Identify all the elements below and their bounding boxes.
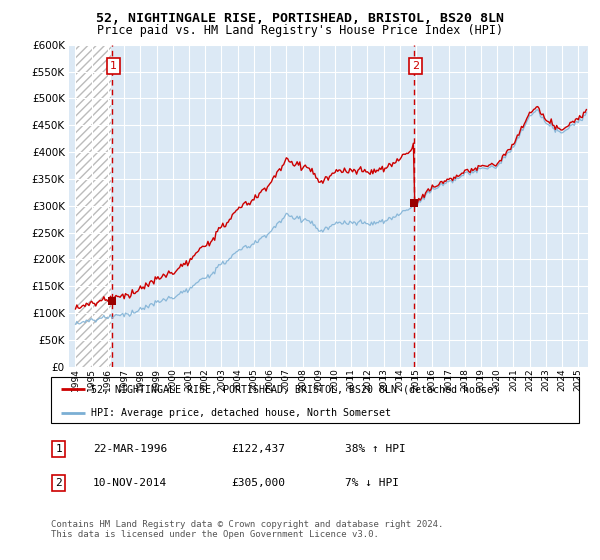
Text: 7% ↓ HPI: 7% ↓ HPI xyxy=(345,478,399,488)
Text: 52, NIGHTINGALE RISE, PORTISHEAD, BRISTOL, BS20 8LN: 52, NIGHTINGALE RISE, PORTISHEAD, BRISTO… xyxy=(96,12,504,25)
Text: 52, NIGHTINGALE RISE, PORTISHEAD, BRISTOL, BS20 8LN (detached house): 52, NIGHTINGALE RISE, PORTISHEAD, BRISTO… xyxy=(91,384,499,394)
Text: Price paid vs. HM Land Registry's House Price Index (HPI): Price paid vs. HM Land Registry's House … xyxy=(97,24,503,36)
Text: 1: 1 xyxy=(55,444,62,454)
Text: 1: 1 xyxy=(110,61,117,71)
Text: £122,437: £122,437 xyxy=(231,444,285,454)
Text: £305,000: £305,000 xyxy=(231,478,285,488)
Text: 22-MAR-1996: 22-MAR-1996 xyxy=(93,444,167,454)
Text: 2: 2 xyxy=(55,478,62,488)
Text: Contains HM Land Registry data © Crown copyright and database right 2024.
This d: Contains HM Land Registry data © Crown c… xyxy=(51,520,443,539)
Text: HPI: Average price, detached house, North Somerset: HPI: Average price, detached house, Nort… xyxy=(91,408,391,418)
Text: 2: 2 xyxy=(412,61,419,71)
Text: 10-NOV-2014: 10-NOV-2014 xyxy=(93,478,167,488)
Text: 38% ↑ HPI: 38% ↑ HPI xyxy=(345,444,406,454)
